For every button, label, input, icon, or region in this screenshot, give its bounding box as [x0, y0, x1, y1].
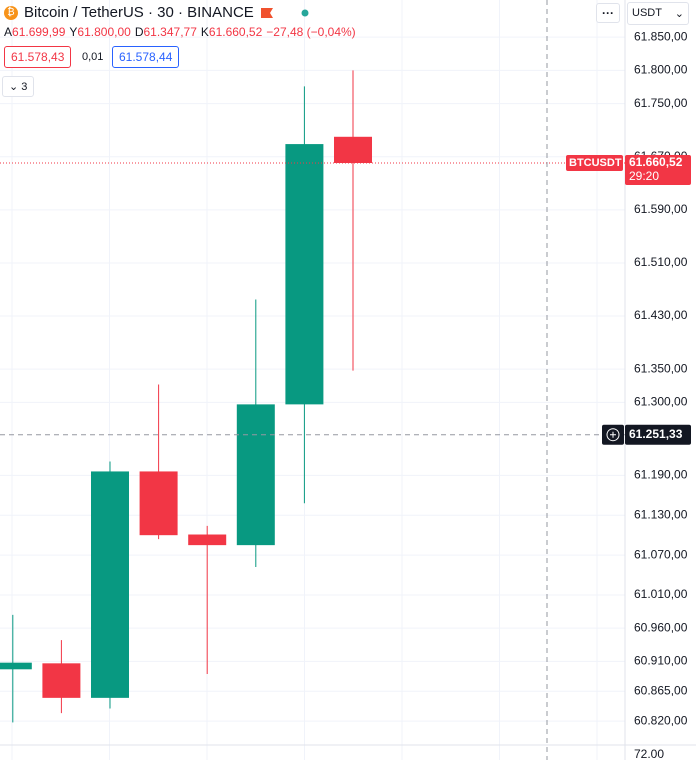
bid-price[interactable]: 61.578,43	[4, 46, 72, 68]
y-tick-label: 61.350,00	[634, 361, 688, 375]
candle-body	[236, 404, 275, 546]
y-tick-label: 61.010,00	[634, 587, 688, 601]
candle-body	[285, 144, 324, 405]
currency-label: USDT	[632, 7, 662, 19]
indicators-toggle[interactable]: ⌄ 3	[2, 76, 35, 97]
ask-price[interactable]: 61.578,44	[112, 46, 180, 68]
indicator-count: 3	[21, 81, 28, 93]
countdown: 29:20	[629, 169, 659, 183]
symbol-row: ₿ Bitcoin / TetherUS · 30 · BINANCE	[4, 4, 310, 21]
y-tick-label: 60.960,00	[634, 620, 688, 634]
ohlc-value: 61.660,52	[208, 25, 263, 39]
crosshair-tag: 61.251,33	[629, 427, 683, 441]
y-tick-label: 61.070,00	[634, 547, 688, 561]
candle-body	[91, 471, 129, 698]
currency-select[interactable]: USDT ⌄	[627, 2, 689, 25]
ohlc-key: K	[200, 25, 209, 39]
y-tick-label: 61.300,00	[634, 395, 688, 409]
crosshair-plus	[606, 428, 620, 442]
y-tick-label: 61.510,00	[634, 255, 688, 269]
symbol-tag: BTCUSDT	[569, 157, 622, 169]
flag-icon[interactable]	[260, 7, 274, 19]
y-tick-label: 61.800,00	[634, 63, 688, 77]
spread: 0,01	[82, 51, 104, 63]
y-tick-label: 61.850,00	[634, 29, 688, 43]
y-tick-label: 60.910,00	[634, 654, 688, 668]
candle-body	[334, 136, 372, 163]
price-tag: 61.660,52	[629, 155, 683, 169]
ohlc-key: Y	[69, 25, 78, 39]
status-dot	[301, 9, 309, 16]
ohlc-value: 61.800,00	[77, 25, 131, 39]
crosshair-plus-sign	[610, 431, 616, 438]
y-tick-label: 60.865,00	[634, 683, 688, 697]
crosshair-tag-bg	[625, 424, 691, 445]
coin-icon: ₿	[4, 5, 18, 20]
candle-body	[139, 471, 178, 536]
ohlc-value: 61.347,77	[143, 25, 197, 39]
candle-body	[188, 534, 227, 546]
ohlc-value: 61.699,99	[12, 25, 66, 39]
y-tick-label: 61.190,00	[634, 468, 688, 482]
volume-label: 72.00	[634, 747, 664, 760]
y-tick-label: 60.820,00	[634, 713, 688, 727]
ohlc-key: A	[4, 25, 13, 39]
price-change: −27,48 (−0,04%)	[266, 25, 356, 39]
symbol-tag-bg	[566, 154, 623, 171]
ohlc-key: D	[134, 25, 144, 39]
price-tag-bg	[625, 154, 691, 185]
y-tick-label: 61.750,00	[634, 96, 688, 110]
candle-body	[42, 663, 81, 698]
y-tick-label: 61.590,00	[634, 202, 688, 216]
more-button[interactable]: ···	[596, 3, 620, 23]
y-tick-label: 61.430,00	[634, 308, 688, 322]
y-tick-label: 61.130,00	[634, 507, 688, 521]
candle-body	[0, 662, 32, 670]
symbol-title[interactable]: Bitcoin / TetherUS · 30 · BINANCE	[24, 4, 254, 21]
ohlc-row: A61.699,99 Y61.800,00 D61.347,77 K61.660,52…	[4, 25, 356, 39]
